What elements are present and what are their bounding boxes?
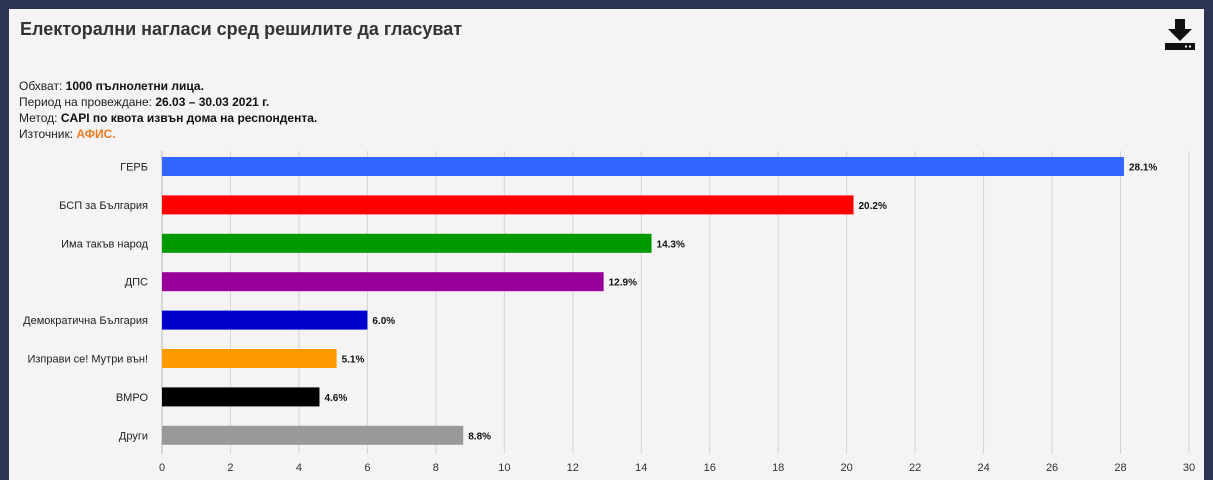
meta-method-value: CAPI по квота извън дома на респондента.	[60, 111, 318, 125]
x-tick-label: 2	[227, 462, 233, 474]
bar	[162, 195, 854, 215]
x-tick-label: 22	[909, 462, 921, 474]
survey-meta: Обхват: 1000 пълнолетни лица. Период на …	[19, 78, 317, 142]
download-icon	[1165, 19, 1195, 50]
y-tick-label: Други	[119, 430, 148, 442]
data-label: 5.1%	[342, 355, 365, 366]
data-label: 20.2%	[859, 201, 887, 212]
meta-period-value: 26.03 – 30.03 2021 г.	[155, 95, 270, 109]
meta-scope-label: Обхват:	[19, 79, 63, 93]
meta-method-label: Метод:	[19, 111, 58, 125]
chart-title: Електорални нагласи сред решилите да гла…	[20, 19, 463, 39]
y-tick-label: Изправи се! Мутри вън!	[27, 354, 148, 366]
x-tick-label: 6	[364, 462, 370, 474]
meta-source: Източник: АФИС.	[19, 126, 317, 142]
x-tick-label: 28	[1114, 462, 1126, 474]
y-tick-label: Има такъв народ	[61, 238, 148, 250]
y-tick-label: Демократична България	[23, 315, 148, 327]
x-tick-label: 14	[635, 462, 647, 474]
x-tick-label: 10	[498, 462, 510, 474]
meta-source-value[interactable]: АФИС.	[76, 127, 116, 141]
x-tick-label: 12	[567, 462, 579, 474]
x-tick-label: 20	[841, 462, 853, 474]
y-tick-label: ДПС	[125, 277, 148, 289]
meta-scope: Обхват: 1000 пълнолетни лица.	[19, 78, 317, 94]
bar	[162, 157, 1124, 176]
data-label: 4.6%	[324, 393, 347, 404]
chart-panel: Електорални нагласи сред решилите да гла…	[9, 9, 1204, 480]
meta-period: Период на провеждане: 26.03 – 30.03 2021…	[19, 94, 317, 110]
y-tick-label: ГЕРБ	[120, 162, 148, 174]
bar	[162, 310, 368, 330]
bar	[162, 387, 320, 407]
x-tick-label: 18	[772, 462, 784, 474]
meta-period-label: Период на провеждане:	[19, 95, 153, 109]
data-label: 28.1%	[1129, 163, 1157, 174]
download-button[interactable]	[1163, 19, 1197, 51]
meta-source-label: Източник:	[19, 127, 74, 141]
x-tick-label: 16	[704, 462, 716, 474]
x-tick-label: 4	[296, 462, 302, 474]
bar	[162, 349, 337, 368]
data-label: 12.9%	[609, 278, 637, 289]
x-tick-label: 30	[1183, 462, 1195, 474]
x-tick-label: 0	[159, 462, 165, 474]
x-tick-label: 26	[1046, 462, 1058, 474]
data-label: 6.0%	[372, 316, 395, 327]
meta-scope-value: 1000 пълнолетни лица.	[65, 79, 204, 93]
x-tick-label: 24	[977, 462, 989, 474]
y-tick-label: БСП за България	[59, 200, 148, 212]
bar	[162, 233, 652, 253]
data-label: 8.8%	[468, 431, 491, 442]
y-tick-label: ВМРО	[116, 392, 149, 404]
data-label: 14.3%	[657, 239, 685, 250]
bar	[162, 272, 604, 292]
bar	[162, 425, 464, 445]
meta-method: Метод: CAPI по квота извън дома на респо…	[19, 110, 317, 126]
x-tick-label: 8	[433, 462, 439, 474]
